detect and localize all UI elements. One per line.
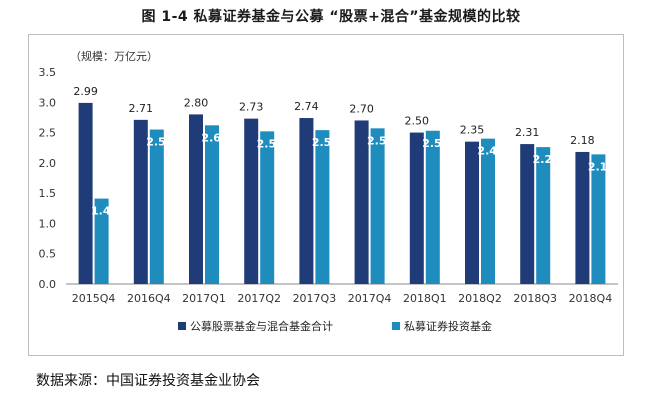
y-tick-label: 3.5: [39, 66, 57, 79]
bar-public-fund: [520, 144, 535, 284]
bar-public-fund: [78, 102, 93, 285]
bar-chart: （规模：万亿元） 0.0 0.5 1.0 1.5 2.0 2.5 3.0 3.5 2.99 1.41…: [39, 49, 618, 333]
x-tick-label: 2018Q2: [458, 292, 502, 305]
x-tick-label: 2017Q1: [182, 292, 226, 305]
y-tick-label: 2.0: [39, 157, 57, 170]
bar-private-fund: [425, 130, 440, 284]
data-label-private-fund: 2.26: [533, 153, 560, 166]
data-label-private-fund: 2.40: [477, 145, 504, 158]
legend-swatch-private-fund: [392, 322, 400, 330]
bar-private-fund: [149, 129, 164, 284]
bar-public-fund: [409, 132, 424, 284]
data-label-public-fund: 2.70: [349, 102, 374, 115]
x-tick-label: 2018Q4: [569, 292, 613, 305]
x-tick-label: 2018Q1: [403, 292, 447, 305]
bar-public-fund: [354, 120, 369, 284]
data-label-private-fund: 2.53: [422, 137, 449, 150]
data-source: 数据来源：中国证券投资基金业协会: [36, 373, 260, 389]
bar-private-fund: [260, 131, 275, 284]
data-label-public-fund: 2.73: [239, 101, 264, 114]
data-label-public-fund: 2.50: [405, 115, 430, 128]
bar-private-fund: [315, 130, 330, 284]
bar-private-fund: [591, 154, 606, 284]
data-label-private-fund: 1.41: [91, 205, 118, 218]
bar-private-fund: [370, 128, 385, 284]
y-tick-label: 0.0: [39, 278, 57, 291]
bar-public-fund: [244, 118, 259, 284]
unit-label: （规模：万亿元）: [70, 49, 158, 63]
bar-private-fund: [481, 138, 495, 284]
data-label-public-fund: 2.18: [570, 134, 595, 147]
data-label-private-fund: 2.55: [146, 136, 173, 149]
bar-private-fund: [205, 125, 219, 284]
y-tick-label: 1.5: [39, 187, 57, 200]
x-tick-label: 2017Q4: [348, 292, 392, 305]
bar-public-fund: [133, 119, 148, 284]
x-tick-label: 2017Q3: [293, 292, 337, 305]
bar-private-fund: [94, 198, 109, 284]
y-tick-label: 1.0: [39, 217, 57, 230]
x-tick-label: 2017Q2: [237, 292, 281, 305]
data-label-private-fund: 2.52: [257, 137, 284, 150]
bar-public-fund: [299, 118, 314, 284]
data-label-private-fund: 2.54: [312, 136, 339, 149]
data-label-public-fund: 2.74: [294, 100, 319, 113]
data-label-public-fund: 2.99: [73, 85, 98, 98]
legend-label-private-fund: 私募证券投资基金: [404, 319, 492, 333]
bar-private-fund: [536, 147, 551, 284]
legend-swatch-public-fund: [178, 322, 186, 330]
bar-public-fund: [575, 151, 590, 284]
chart-title: 图 1-4 私募证券基金与公募 “股票+混合”基金规模的比较: [141, 9, 521, 25]
x-tick-label: 2018Q3: [513, 292, 557, 305]
y-tick-label: 0.5: [39, 248, 57, 261]
bar-public-fund: [465, 141, 479, 284]
data-label-public-fund: 2.31: [515, 126, 540, 139]
legend-label-public-fund: 公募股票基金与混合基金合计: [190, 319, 333, 333]
data-label-public-fund: 2.35: [460, 124, 485, 137]
y-tick-label: 3.0: [39, 96, 57, 109]
x-tick-label: 2016Q4: [127, 292, 171, 305]
data-label-public-fund: 2.71: [129, 102, 154, 115]
data-label-public-fund: 2.80: [184, 96, 209, 109]
data-label-private-fund: 2.62: [201, 131, 228, 144]
data-label-private-fund: 2.57: [367, 134, 394, 147]
data-label-private-fund: 2.14: [588, 160, 615, 173]
bar-public-fund: [189, 114, 203, 285]
y-tick-label: 2.5: [39, 127, 57, 140]
chart-area: [28, 34, 624, 356]
x-tick-label: 2015Q4: [72, 292, 116, 305]
